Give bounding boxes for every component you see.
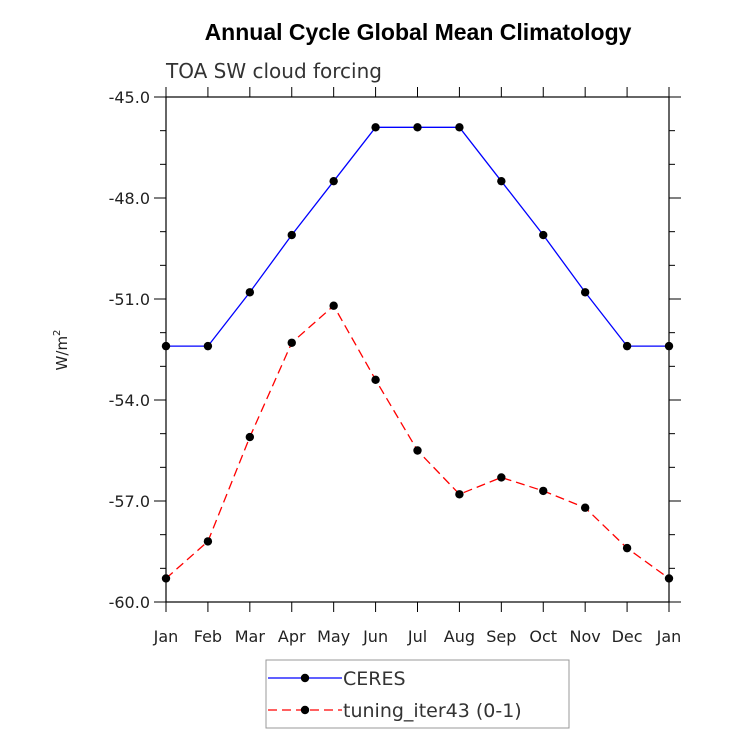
y-axis-label-text: W/m	[53, 336, 71, 371]
data-point	[287, 338, 296, 347]
x-tick-label: Jan	[656, 627, 682, 646]
y-tick-label: -60.0	[109, 593, 150, 612]
y-tick-label: -45.0	[109, 88, 150, 107]
legend-box	[265, 659, 570, 729]
data-point	[329, 301, 338, 310]
x-tick-label: Aug	[444, 627, 475, 646]
series-line	[165, 304, 670, 579]
series-ceres	[161, 123, 674, 351]
y-tick-label: -57.0	[109, 492, 150, 511]
y-axis-label-superscript: 2	[52, 330, 63, 336]
data-point	[203, 341, 213, 351]
x-tick-label: Nov	[570, 627, 601, 646]
data-point	[413, 123, 422, 132]
x-tick-label: Jul	[407, 627, 427, 646]
data-point	[329, 176, 338, 186]
series-tuning-iter43	[161, 301, 674, 583]
data-point	[664, 341, 674, 351]
legend: CERES tuning_iter43 (0-1)	[265, 659, 570, 729]
x-tick-label: Oct	[529, 627, 557, 646]
data-point	[371, 123, 380, 132]
data-point	[580, 503, 590, 512]
data-point	[161, 574, 171, 583]
y-tick-label: -51.0	[109, 290, 150, 309]
data-point	[413, 446, 422, 455]
chart-subtitle: TOA SW cloud forcing	[165, 59, 382, 83]
data-point	[371, 375, 380, 384]
data-point	[287, 230, 296, 240]
data-point	[664, 574, 674, 583]
data-point	[497, 473, 506, 482]
data-point	[539, 486, 548, 496]
x-tick-label: Jun	[362, 627, 388, 646]
legend-label-ceres: CERES	[343, 668, 406, 690]
plot-frame	[165, 96, 670, 603]
legend-label-tuning: tuning_iter43 (0-1)	[343, 700, 522, 722]
x-tick-label: Feb	[194, 627, 222, 646]
x-tick-label: Sep	[486, 627, 516, 646]
data-point	[455, 490, 464, 499]
series-layer	[161, 123, 674, 583]
x-tick-label: Jan	[153, 627, 179, 646]
y-tick-label: -48.0	[109, 189, 150, 208]
data-point	[622, 543, 632, 553]
series-line	[166, 126, 669, 347]
x-tick-label: Mar	[235, 627, 266, 646]
x-tick-label: Dec	[612, 627, 643, 646]
y-axis-label: W/m2	[52, 330, 71, 371]
legend-marker-ceres	[300, 673, 310, 683]
data-point	[203, 537, 213, 546]
data-point	[161, 341, 171, 351]
data-point	[245, 432, 255, 442]
data-point	[539, 230, 548, 240]
data-point	[245, 288, 255, 297]
data-point	[497, 176, 506, 186]
y-tick-label: -54.0	[109, 391, 150, 410]
x-tick-label: May	[317, 627, 350, 646]
chart-title: Annual Cycle Global Mean Climatology	[205, 19, 632, 45]
data-point	[622, 341, 632, 351]
x-tick-label: Apr	[278, 627, 306, 646]
legend-marker-tuning	[300, 705, 310, 715]
data-point	[455, 123, 464, 132]
data-point	[580, 288, 590, 297]
